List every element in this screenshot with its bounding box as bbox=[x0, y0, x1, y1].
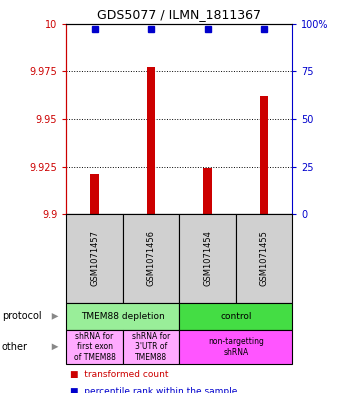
Text: GSM1071454: GSM1071454 bbox=[203, 230, 212, 286]
Bar bbox=[260, 96, 268, 214]
Text: control: control bbox=[220, 312, 252, 321]
Text: non-targetting
shRNA: non-targetting shRNA bbox=[208, 337, 264, 356]
Text: protocol: protocol bbox=[2, 311, 41, 321]
Text: ■  transformed count: ■ transformed count bbox=[70, 370, 168, 379]
Text: ■  percentile rank within the sample: ■ percentile rank within the sample bbox=[70, 387, 237, 393]
Text: other: other bbox=[2, 342, 28, 352]
Title: GDS5077 / ILMN_1811367: GDS5077 / ILMN_1811367 bbox=[97, 8, 261, 21]
Text: GSM1071456: GSM1071456 bbox=[147, 230, 156, 286]
Text: GSM1071455: GSM1071455 bbox=[260, 230, 269, 286]
Text: shRNA for
3'UTR of
TMEM88: shRNA for 3'UTR of TMEM88 bbox=[132, 332, 170, 362]
Text: shRNA for
first exon
of TMEM88: shRNA for first exon of TMEM88 bbox=[74, 332, 116, 362]
Bar bbox=[90, 174, 99, 214]
Text: TMEM88 depletion: TMEM88 depletion bbox=[81, 312, 165, 321]
Bar bbox=[203, 169, 212, 214]
Text: GSM1071457: GSM1071457 bbox=[90, 230, 99, 286]
Bar bbox=[147, 68, 155, 214]
